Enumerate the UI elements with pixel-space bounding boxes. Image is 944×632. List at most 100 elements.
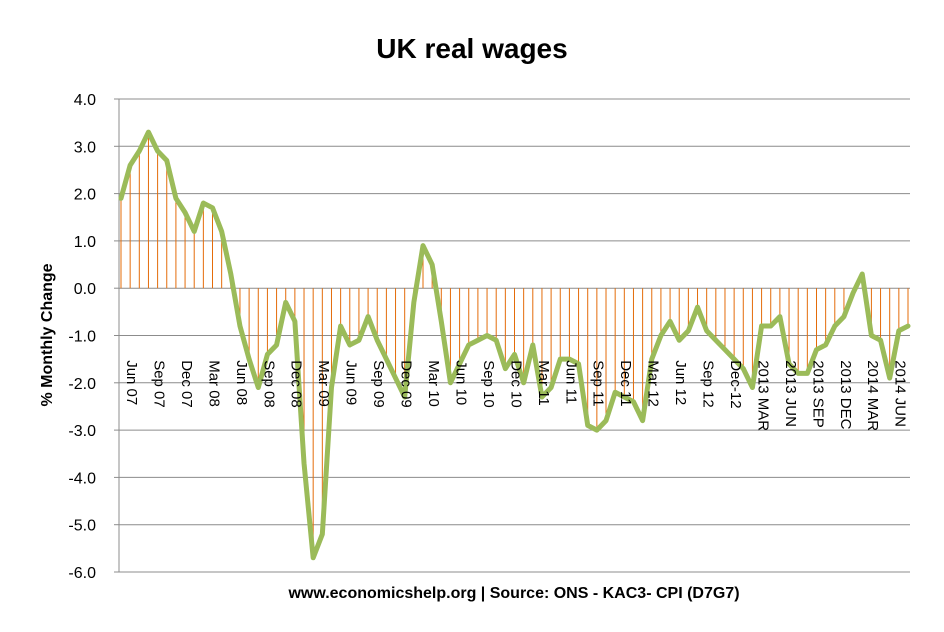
data-point — [448, 381, 452, 385]
data-point — [888, 376, 892, 380]
data-point — [586, 423, 590, 427]
y-axis-label: % Monthly Change — [39, 263, 56, 406]
data-point — [275, 343, 279, 347]
data-point — [631, 400, 635, 404]
data-point — [824, 343, 828, 347]
y-tick-label: 1.0 — [74, 234, 96, 251]
data-point — [183, 211, 187, 215]
axes — [114, 98, 120, 573]
data-point — [723, 348, 727, 352]
x-tick-label: Sep 10 — [480, 360, 497, 408]
data-point — [174, 196, 178, 200]
x-tick-label: Mar 11 — [535, 360, 552, 406]
y-tick-label: 4.0 — [74, 92, 96, 109]
data-point — [375, 338, 379, 342]
y-tick-labels: 4.0 3.0 2.0 1.0 0.0 -1.0 -2.0 -3.0 -4.0 -5.0 -6.0 — [68, 92, 96, 582]
x-tick-label: 2014 MAR — [864, 360, 881, 431]
x-tick-label: Sep 09 — [370, 360, 387, 408]
data-point — [284, 300, 288, 304]
data-point — [577, 362, 581, 366]
x-tick-label: Dec 11 — [617, 360, 634, 406]
data-point — [567, 357, 571, 361]
data-point — [439, 319, 443, 323]
x-tick-label: Mar 08 — [205, 360, 222, 407]
data-point — [778, 315, 782, 319]
y-tick-label: -2.0 — [68, 376, 96, 393]
data-point — [833, 324, 837, 328]
x-tick-label: Dec-12 — [727, 360, 744, 408]
data-point — [146, 130, 150, 134]
data-point — [156, 149, 160, 153]
x-tick-label: Sep 12 — [700, 360, 717, 408]
data-point — [842, 315, 846, 319]
y-tick-label: 3.0 — [74, 139, 96, 156]
data-point — [641, 419, 645, 423]
x-tick-label: Jun 10 — [452, 360, 469, 405]
x-tick-label: Mar 10 — [425, 360, 442, 407]
data-point — [668, 319, 672, 323]
series-layer — [118, 129, 911, 561]
data-point — [467, 343, 471, 347]
data-point — [897, 329, 901, 333]
data-point — [732, 357, 736, 361]
x-tick-label: Mar 09 — [315, 360, 332, 407]
x-tick-label: 2013 JUN — [782, 360, 799, 427]
y-tick-label: 2.0 — [74, 187, 96, 204]
data-point — [229, 272, 233, 276]
data-point — [851, 291, 855, 295]
data-point — [540, 395, 544, 399]
x-tick-label: Mar 12 — [645, 360, 662, 407]
data-point — [549, 386, 553, 390]
data-point — [128, 163, 132, 167]
data-point — [165, 158, 169, 162]
y-tick-label: -3.0 — [68, 423, 96, 440]
data-point — [137, 149, 141, 153]
data-point — [366, 315, 370, 319]
x-tick-label: Jun 11 — [562, 360, 579, 404]
data-point — [384, 357, 388, 361]
data-point — [604, 419, 608, 423]
x-tick-label: 2013 MAR — [754, 360, 771, 431]
y-tick-label: 0.0 — [74, 281, 96, 298]
data-point — [265, 352, 269, 356]
x-tick-label: Sep 07 — [150, 360, 167, 408]
data-point — [211, 206, 215, 210]
data-point — [256, 386, 260, 390]
data-point — [906, 324, 910, 328]
data-point — [476, 338, 480, 342]
x-tick-label: Dec 07 — [178, 360, 195, 408]
data-point — [513, 352, 516, 356]
data-point — [622, 395, 626, 399]
data-point — [741, 367, 745, 371]
data-point — [879, 338, 883, 342]
drop-lines — [120, 132, 909, 558]
x-axis-label: www.economicshelp.org | Source: ONS - KA… — [287, 585, 739, 602]
data-point — [805, 371, 809, 375]
data-point — [677, 338, 681, 342]
y-tick-label: -6.0 — [68, 565, 96, 582]
x-tick-label: Dec 08 — [288, 360, 305, 408]
data-point — [430, 263, 434, 267]
data-point — [311, 556, 315, 560]
data-point — [329, 386, 333, 390]
x-tick-label: Dec 09 — [398, 360, 415, 408]
data-point — [485, 334, 489, 337]
x-tick-label: Jun 12 — [672, 360, 689, 405]
data-point — [787, 362, 791, 366]
data-point — [714, 338, 718, 342]
data-point — [860, 272, 864, 276]
data-point — [220, 229, 224, 233]
data-point — [192, 229, 196, 233]
data-point — [686, 329, 690, 333]
x-tick-labels: Jun 07 Sep 07 Dec 07 Mar 08 Jun 08 Sep 08 Dec … — [123, 360, 909, 431]
x-tick-label: 2013 SEP — [809, 360, 826, 428]
data-point — [421, 244, 425, 248]
x-tick-label: Sep 11 — [590, 360, 607, 406]
data-point — [403, 395, 407, 399]
y-tick-label: -4.0 — [68, 470, 96, 487]
data-point — [357, 338, 361, 342]
data-point — [201, 201, 205, 205]
data-point — [412, 300, 416, 304]
data-point — [494, 338, 498, 342]
